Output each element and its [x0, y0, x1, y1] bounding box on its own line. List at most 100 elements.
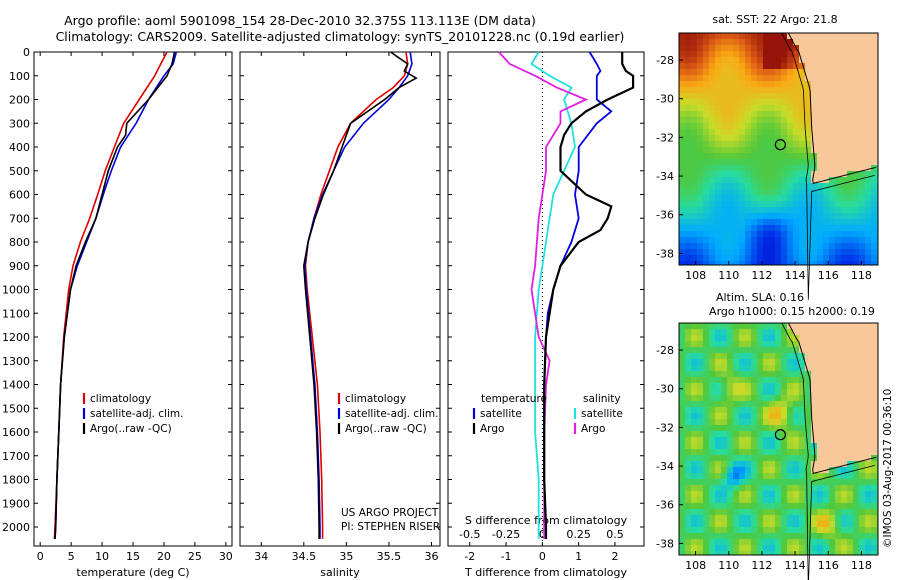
map-cell [871, 33, 878, 40]
map-cell [865, 105, 872, 112]
map-cell [793, 147, 800, 154]
map-cell [685, 171, 692, 178]
map-cell [817, 395, 824, 402]
map-cell [739, 509, 746, 516]
map-cell [715, 515, 722, 522]
map-cell [805, 129, 812, 136]
map-cell [853, 201, 860, 208]
map-cell [727, 93, 734, 100]
map-cell [871, 497, 878, 504]
map-cell [745, 527, 752, 534]
map-cell [847, 449, 854, 456]
map-cell [865, 153, 872, 160]
map-cell [775, 371, 782, 378]
map-cell [703, 521, 710, 528]
map-cell [763, 237, 770, 244]
map-cell [799, 189, 806, 196]
map-cell [829, 69, 836, 76]
map-cell [769, 249, 776, 256]
map-cell [871, 521, 878, 528]
y-tick-label: 100 [9, 70, 30, 83]
map-cell [703, 353, 710, 360]
map-cell [859, 539, 866, 546]
map-cell [769, 45, 776, 52]
map-cell [691, 491, 698, 498]
map-cell [859, 323, 866, 330]
map-cell [691, 57, 698, 64]
map-cell [775, 231, 782, 238]
map-cell [721, 87, 728, 94]
map-cell [793, 261, 800, 266]
map-cell [871, 201, 878, 208]
map-cell [775, 407, 782, 414]
map-cell [703, 509, 710, 516]
map-cell [865, 171, 872, 178]
map-cell [751, 81, 758, 88]
map-cell [721, 449, 728, 456]
map-cell [787, 521, 794, 528]
map-cell [715, 335, 722, 342]
map-cell [817, 135, 824, 142]
map-cell [829, 63, 836, 70]
map-cell [835, 437, 842, 444]
map-cell [745, 129, 752, 136]
map-cell [739, 425, 746, 432]
map-cell [751, 105, 758, 112]
map-cell [811, 347, 818, 354]
map-cell [811, 171, 818, 178]
map-cell [727, 111, 734, 118]
map-cell [871, 545, 878, 552]
map-cell [733, 153, 740, 160]
map-cell [697, 45, 704, 52]
map-cell [841, 135, 848, 142]
y-tick-label: 500 [9, 165, 30, 178]
map-cell [727, 45, 734, 52]
map-cell [805, 153, 812, 160]
map-cell [709, 431, 716, 438]
map-cell [847, 135, 854, 142]
map-cell [811, 165, 818, 172]
map-cell [685, 63, 692, 70]
map-cell [703, 527, 710, 534]
annotation-line: US ARGO PROJECT [341, 507, 439, 519]
map-cell [835, 479, 842, 486]
map-cell [799, 201, 806, 208]
map-cell [823, 213, 830, 220]
map-cell [811, 551, 818, 556]
map-cell [709, 99, 716, 106]
map-cell [745, 341, 752, 348]
map-cell [727, 159, 734, 166]
map-cell [691, 521, 698, 528]
map-cell [859, 93, 866, 100]
map-cell [679, 165, 686, 172]
map-cell [859, 255, 866, 262]
map-cell [751, 75, 758, 82]
map-cell [781, 545, 788, 552]
map-cell [679, 141, 686, 148]
map-cell [775, 533, 782, 540]
map-cell [841, 473, 848, 480]
map-cell [835, 117, 842, 124]
map-cell [871, 195, 878, 202]
map-cell [817, 329, 824, 336]
map-cell [733, 485, 740, 492]
map-cell [871, 255, 878, 262]
map-cell [679, 371, 686, 378]
map-cell [847, 509, 854, 516]
map-cell [775, 329, 782, 336]
map-cell [835, 153, 842, 160]
map-cell [793, 365, 800, 372]
map-cell [841, 407, 848, 414]
map-cell [685, 425, 692, 432]
map-cell [871, 431, 878, 438]
map-cell [703, 425, 710, 432]
map-cell [703, 335, 710, 342]
map-cell [847, 359, 854, 366]
map-cell [775, 165, 782, 172]
map-cell [727, 57, 734, 64]
map-cell [691, 551, 698, 556]
map-cell [787, 183, 794, 190]
map-cell [859, 449, 866, 456]
map-cell [799, 545, 806, 552]
map-cell [811, 407, 818, 414]
